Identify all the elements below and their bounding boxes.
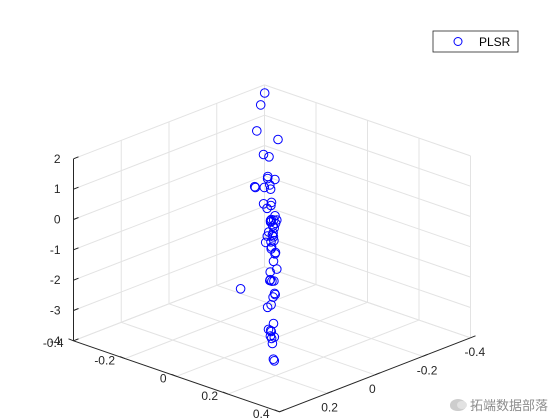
data-point (268, 256, 279, 267)
data-point (266, 326, 277, 337)
data-point (269, 235, 279, 246)
y-tick-label: -0.4 (465, 345, 486, 359)
data-point (263, 324, 274, 335)
wechat-icon (449, 398, 467, 411)
legend-marker (453, 37, 463, 46)
x-tick-label: -0.4 (43, 336, 64, 350)
z-tick (73, 277, 79, 281)
grid-line (73, 145, 265, 220)
grid-line (121, 321, 328, 394)
x-tick (171, 373, 177, 377)
grid-line (264, 236, 471, 308)
data-point (269, 356, 280, 366)
legend-label-plsr: PLSR (479, 35, 511, 49)
grid-line (216, 284, 423, 357)
y-tick (470, 335, 476, 339)
z-tick (73, 186, 79, 190)
data-point (266, 200, 276, 211)
axes-layer (68, 156, 476, 413)
data-point (264, 152, 274, 162)
data-point (235, 284, 246, 294)
y-tick-label: 0.4 (274, 419, 291, 420)
z-tick-label: -3 (50, 303, 61, 317)
grid-line (264, 266, 471, 339)
data-point (268, 354, 279, 365)
data-point (249, 181, 260, 192)
grid-line (73, 205, 265, 281)
grid-line (264, 114, 471, 187)
z-tick-label: 1 (54, 182, 61, 196)
data-point (265, 331, 276, 341)
z-tick-label: -1 (50, 243, 61, 257)
data-point (268, 232, 279, 242)
grid-line (73, 175, 265, 251)
x-tick (274, 409, 280, 413)
z-tick (73, 247, 79, 251)
data-point (266, 333, 277, 344)
tick-labels-layer: -0.4 -0.2 0 0.2 0.4 -0.4 -0.2 0 0.2 0.4 -4 -3 -2 -1 0 1… (43, 152, 486, 420)
grid-line (264, 205, 471, 278)
data-point (265, 325, 276, 336)
grid-line (264, 145, 471, 217)
data-point (267, 338, 278, 349)
y-tick (327, 390, 333, 394)
data-point (268, 292, 278, 302)
points-layer (235, 88, 283, 366)
data-point (273, 134, 283, 145)
watermark-text: 拓端数据部落 (469, 399, 548, 414)
x-tick (119, 356, 126, 360)
z-tick-label: 2 (54, 152, 61, 166)
legend: PLSR (432, 30, 519, 53)
y-tick (422, 353, 428, 357)
grid-line (73, 114, 265, 190)
z-tick-label: -4 (50, 334, 61, 348)
data-point (270, 249, 280, 259)
z-tick (73, 338, 79, 342)
z-tick-label: 0 (54, 213, 61, 227)
x-tick-label: -0.2 (94, 354, 115, 368)
x-tick-label: 0.2 (201, 389, 218, 403)
data-point (255, 100, 266, 110)
y-tick-label: -0.2 (417, 363, 438, 377)
watermark: 拓端数据部落 (449, 395, 548, 414)
z-tick-label: -2 (50, 273, 61, 287)
x-tick (222, 391, 229, 395)
x-tick-label: 0.4 (253, 407, 270, 420)
data-point (258, 149, 269, 160)
data-point (265, 215, 276, 226)
x-tick (68, 338, 74, 342)
data-point (265, 184, 276, 194)
y-tick-label: 0 (369, 382, 376, 396)
data-point (266, 197, 277, 208)
grid-line (73, 84, 265, 160)
data-point (267, 276, 277, 287)
z-tick (73, 217, 79, 220)
y-tick (374, 372, 381, 376)
data-point (251, 126, 262, 136)
legend-box (432, 30, 519, 53)
z-tick (73, 156, 79, 160)
data-point (266, 216, 276, 227)
data-point (259, 182, 270, 193)
data-point (262, 302, 273, 313)
y-tick (279, 409, 285, 413)
data-point (272, 264, 282, 274)
data-point (266, 300, 276, 310)
data-point (262, 173, 273, 184)
data-point (270, 289, 281, 300)
grid-line (73, 236, 265, 311)
y-tick-label: 0.2 (321, 400, 338, 414)
grid-line (264, 84, 471, 157)
x-tick-label: 0 (160, 371, 167, 385)
data-point (259, 88, 270, 98)
data-point (270, 218, 281, 229)
data-point (268, 228, 278, 238)
z-tick (73, 308, 79, 311)
grid-line (264, 175, 471, 248)
